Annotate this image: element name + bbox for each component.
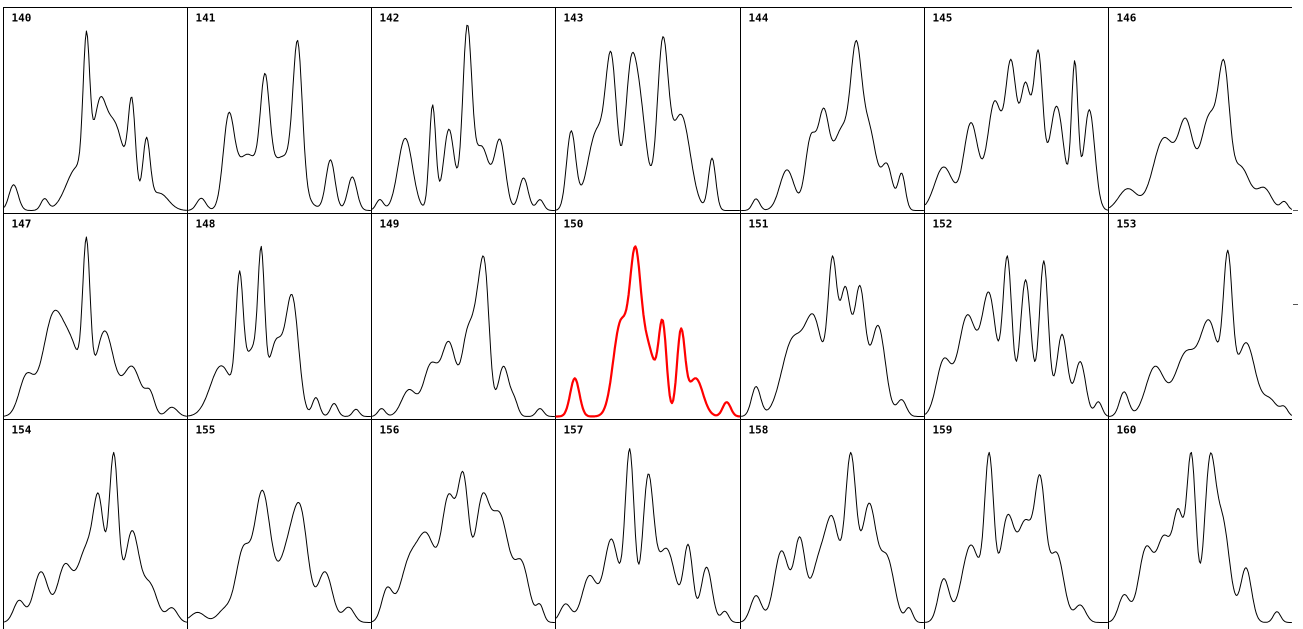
panel-149: 149 — [371, 213, 556, 420]
panel-154: 154 — [3, 419, 188, 629]
panel-145: 145 — [924, 7, 1109, 214]
series-line-152 — [925, 255, 1108, 417]
panel-label: 151 — [749, 218, 769, 231]
series-line-156 — [372, 470, 555, 623]
panel-label: 150 — [564, 218, 584, 231]
panel-frame — [555, 7, 741, 214]
panel-label: 153 — [1117, 218, 1137, 231]
panel-frame — [1108, 419, 1292, 629]
panel-frame — [3, 213, 188, 420]
panel-144: 144 — [740, 7, 925, 214]
panel-frame — [1108, 213, 1292, 420]
panel-153: 153 — [1108, 213, 1292, 420]
series-line-145 — [925, 49, 1108, 211]
panel-label: 160 — [1117, 424, 1137, 437]
panel-label: 159 — [933, 424, 953, 437]
series-line-148 — [188, 245, 371, 417]
panel-label: 157 — [564, 424, 584, 437]
panel-frame — [3, 7, 188, 214]
panel-label: 149 — [380, 218, 400, 231]
panel-142: 142 — [371, 7, 556, 214]
panel-frame — [740, 213, 925, 420]
panel-label: 143 — [564, 12, 584, 25]
panel-frame — [3, 419, 188, 629]
series-line-159 — [925, 451, 1108, 623]
panel-159: 159 — [924, 419, 1109, 629]
panel-label: 141 — [196, 12, 216, 25]
series-line-154 — [4, 451, 187, 623]
series-line-144 — [741, 39, 924, 211]
spectrum-grid: 140 141 142 143 144 145 146 147 148 149 150 151 152 1… — [3, 7, 1292, 629]
series-line-149 — [372, 255, 555, 417]
panel-141: 141 — [187, 7, 372, 214]
series-line-142 — [372, 24, 555, 211]
panel-frame — [740, 7, 925, 214]
series-line-157 — [556, 448, 740, 623]
panel-frame — [924, 7, 1109, 214]
panel-frame — [924, 213, 1109, 420]
panel-label: 144 — [749, 12, 769, 25]
panel-frame — [371, 213, 556, 420]
panel-frame — [555, 419, 741, 629]
panel-151: 151 — [740, 213, 925, 420]
panel-label: 146 — [1117, 12, 1137, 25]
panel-156: 156 — [371, 419, 556, 629]
panel-frame — [555, 213, 741, 420]
panel-148: 148 — [187, 213, 372, 420]
panel-frame — [187, 213, 372, 420]
panel-frame — [371, 7, 556, 214]
panel-155: 155 — [187, 419, 372, 629]
panel-157: 157 — [555, 419, 741, 629]
series-line-143 — [556, 36, 740, 211]
series-line-150 — [555, 245, 741, 418]
panel-158: 158 — [740, 419, 925, 629]
series-line-147 — [4, 236, 187, 417]
edge-tick-top — [1293, 210, 1298, 211]
panel-label: 140 — [12, 12, 32, 25]
series-line-160 — [1109, 451, 1292, 623]
series-line-151 — [741, 255, 924, 417]
panel-152: 152 — [924, 213, 1109, 420]
panel-label: 152 — [933, 218, 953, 231]
panel-label: 142 — [380, 12, 400, 25]
panel-label: 154 — [12, 424, 32, 437]
panel-frame — [187, 7, 372, 214]
panel-147: 147 — [3, 213, 188, 420]
series-line-153 — [1109, 249, 1292, 417]
panel-label: 155 — [196, 424, 216, 437]
panel-160: 160 — [1108, 419, 1292, 629]
edge-tick-bottom — [1293, 304, 1298, 305]
panel-label: 158 — [749, 424, 769, 437]
panel-150: 150 — [555, 213, 741, 420]
panel-label: 156 — [380, 424, 400, 437]
panel-146: 146 — [1108, 7, 1292, 214]
series-line-140 — [4, 30, 187, 211]
series-line-158 — [741, 451, 924, 623]
panel-140: 140 — [3, 7, 188, 214]
panel-frame — [1108, 7, 1292, 214]
scroll-edge[interactable] — [1292, 7, 1303, 629]
panel-143: 143 — [555, 7, 741, 214]
panel-label: 147 — [12, 218, 32, 231]
series-line-141 — [188, 39, 371, 211]
panel-frame — [924, 419, 1109, 629]
series-line-155 — [188, 489, 371, 623]
panel-label: 145 — [933, 12, 953, 25]
series-line-146 — [1109, 58, 1292, 210]
panel-frame — [187, 419, 372, 629]
panel-label: 148 — [196, 218, 216, 231]
panel-frame — [371, 419, 556, 629]
